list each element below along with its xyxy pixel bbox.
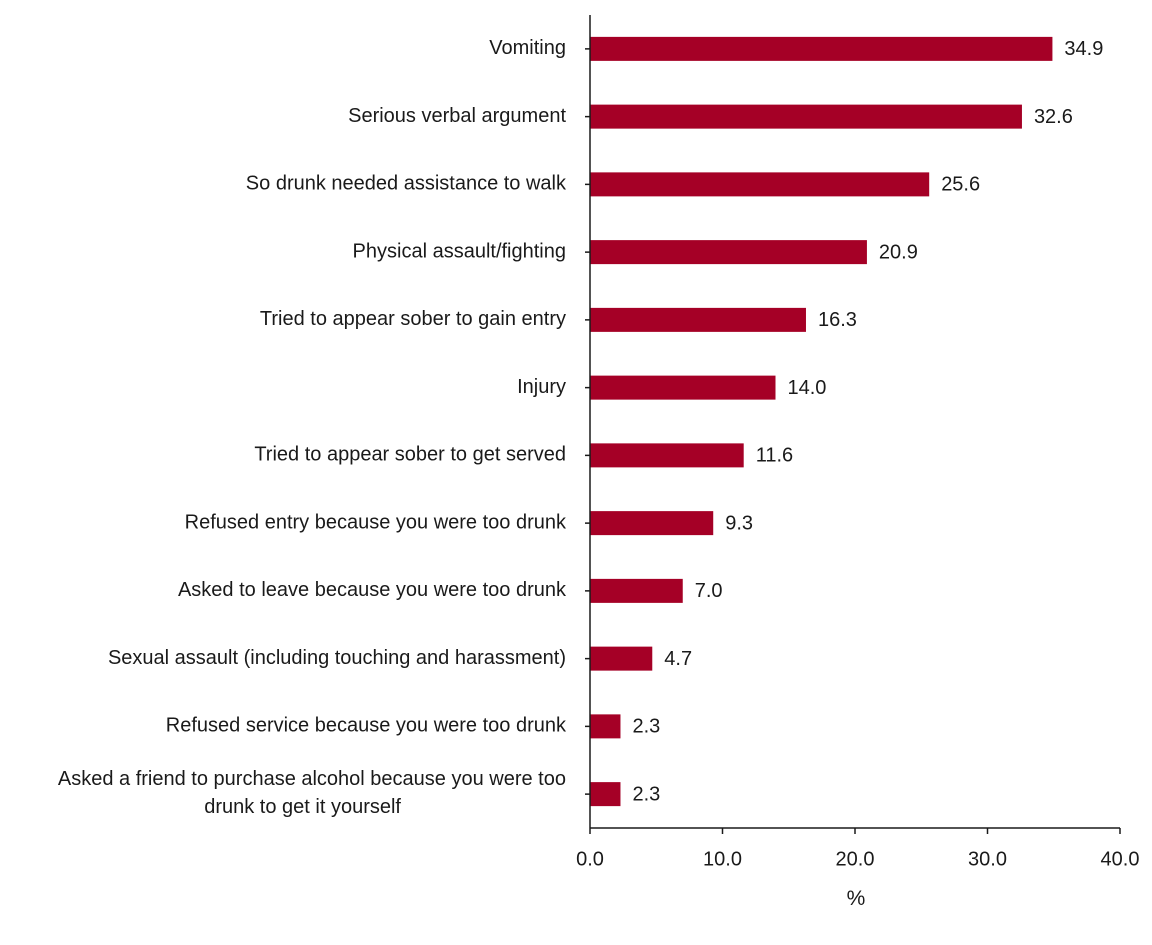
category-label-11: Asked a friend to purchase alcohol becau…: [58, 768, 566, 818]
value-label-5: 14.0: [788, 377, 827, 399]
x-tick-label-2: 20.0: [836, 848, 875, 870]
x-tick-label-4: 40.0: [1101, 848, 1140, 870]
value-label-9: 4.7: [664, 648, 692, 670]
value-label-11: 2.3: [632, 783, 660, 805]
category-label-9: Sexual assault (including touching and h…: [108, 647, 566, 669]
value-label-7: 9.3: [725, 512, 753, 534]
bars-layer: [590, 36, 1053, 807]
bar-7: [590, 511, 714, 536]
category-label-4: Tried to appear sober to gain entry: [260, 308, 566, 330]
bar-2: [590, 172, 930, 197]
value-label-10: 2.3: [632, 716, 660, 738]
value-label-2: 25.6: [941, 174, 980, 196]
bar-6: [590, 443, 744, 468]
value-label-3: 20.9: [879, 241, 918, 263]
bar-3: [590, 240, 867, 265]
axes-layer: 0.0 10.0 20.0 30.0 40.0: [576, 15, 1139, 870]
bar-4: [590, 307, 806, 332]
category-label-2: So drunk needed assistance to walk: [246, 173, 567, 195]
value-label-1: 32.6: [1034, 106, 1073, 128]
category-label-8: Asked to leave because you were too drun…: [178, 579, 567, 601]
bar-9: [590, 646, 653, 671]
x-tick-label-0: 0.0: [576, 848, 604, 870]
value-labels-layer: 34.9 32.6 25.6 20.9 16.3 14.0 11.6 9.3 7.0 4.7 2.3…: [632, 38, 1103, 805]
category-label-0: Vomiting: [489, 37, 566, 59]
bar-11: [590, 782, 621, 807]
bar-1: [590, 104, 1022, 129]
category-labels-layer: Vomiting Serious verbal argument So drunk …: [58, 37, 567, 818]
value-label-6: 11.6: [756, 445, 793, 467]
category-label-10: Refused service because you were too dru…: [166, 715, 567, 737]
category-label-6: Tried to appear sober to get served: [254, 444, 566, 466]
value-label-4: 16.3: [818, 309, 857, 331]
category-label-7: Refused entry because you were too drunk: [185, 511, 567, 533]
value-label-8: 7.0: [695, 580, 723, 602]
category-label-5: Injury: [517, 376, 566, 398]
bar-8: [590, 578, 683, 603]
x-tick-label-3: 30.0: [968, 848, 1007, 870]
bar-0: [590, 36, 1053, 61]
category-label-3: Physical assault/fighting: [353, 240, 566, 262]
x-axis-title: %: [847, 887, 866, 910]
x-tick-label-1: 10.0: [703, 848, 742, 870]
bar-10: [590, 714, 621, 739]
category-label-1: Serious verbal argument: [348, 105, 566, 127]
bar-5: [590, 375, 776, 400]
value-label-0: 34.9: [1064, 38, 1103, 60]
